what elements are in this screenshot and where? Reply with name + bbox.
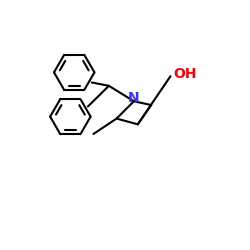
Text: OH: OH (173, 67, 197, 81)
Text: N: N (128, 91, 140, 105)
